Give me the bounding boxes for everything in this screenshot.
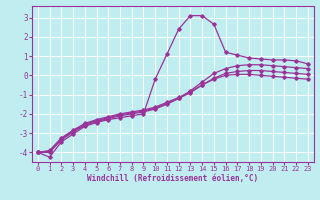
- X-axis label: Windchill (Refroidissement éolien,°C): Windchill (Refroidissement éolien,°C): [87, 174, 258, 183]
